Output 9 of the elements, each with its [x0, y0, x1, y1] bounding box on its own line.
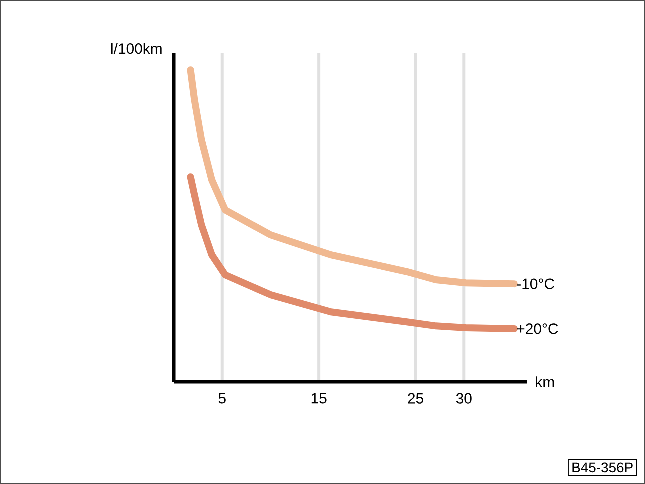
series-label: -10°C — [517, 278, 554, 290]
x-axis-title: km — [536, 376, 554, 388]
x-tick-label: 30 — [456, 393, 472, 404]
x-tick-label: 25 — [408, 393, 424, 404]
x-tick-label: 15 — [312, 393, 327, 404]
text: B45-356P — [572, 462, 633, 473]
y-axis-title: l/100km — [112, 43, 162, 54]
x-tick-label: 5 — [218, 393, 226, 404]
series-label: +20°C — [517, 324, 558, 334]
